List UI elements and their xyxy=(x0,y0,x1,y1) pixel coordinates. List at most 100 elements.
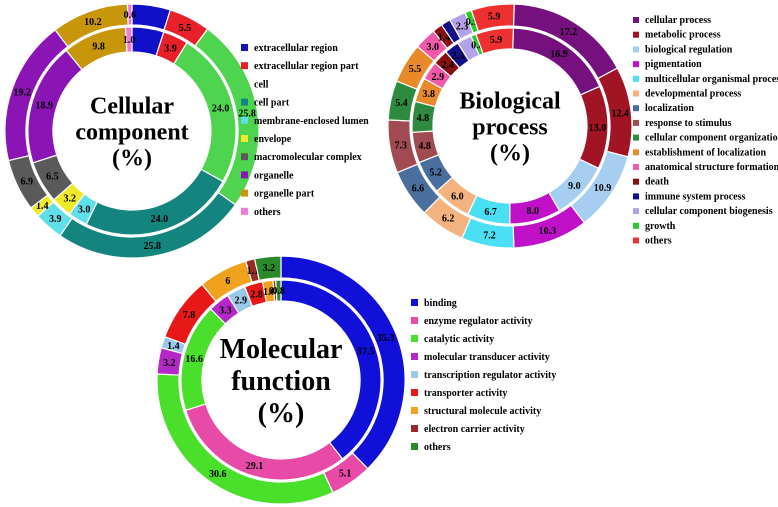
legend-label: membrane-enclosed lumen xyxy=(254,116,369,127)
legend-label: cellular component organization xyxy=(645,133,778,144)
outer-ring-label-6: 7.8 xyxy=(183,310,196,321)
chart-title-line-2: process xyxy=(472,114,548,140)
legend-item: extracellular region part xyxy=(241,61,359,72)
outer-ring-label-8: 19.2 xyxy=(14,87,32,98)
legend-label: binding xyxy=(424,298,457,309)
inner-ring-label-5: 3.0 xyxy=(78,204,91,215)
legend-item: immune system process xyxy=(633,191,745,202)
legend-item: growth xyxy=(633,221,676,232)
legend-label: pigmentation xyxy=(645,59,702,70)
legend-item: extracellular region xyxy=(241,43,338,54)
legend-label: growth xyxy=(645,221,676,232)
legend-item: electron carrier activity xyxy=(411,424,525,435)
outer-ring-label-4: 10.3 xyxy=(539,226,557,237)
outer-ring-label-1: 35.3 xyxy=(377,333,395,344)
legend: cellular process metabolic process biologi… xyxy=(633,15,778,247)
legend-item: pigmentation xyxy=(633,59,702,70)
outer-ring-slice-10 xyxy=(126,3,133,26)
inner-ring-label-7: 6.5 xyxy=(46,172,59,183)
inner-ring-label-15: 0.8 xyxy=(471,40,484,51)
legend-swatch xyxy=(241,80,248,88)
inner-ring-label-3: 9.0 xyxy=(568,181,581,192)
legend-item: establishment of localization xyxy=(633,147,767,158)
legend-swatch xyxy=(633,134,639,141)
inner-ring-label-8: 18.9 xyxy=(36,100,54,111)
chart-title-line-1: Molecular xyxy=(220,334,343,365)
inner-ring-label-10: 1.0 xyxy=(123,35,136,46)
legend-label: enzyme regulator activity xyxy=(424,316,533,327)
legend-swatch xyxy=(411,371,418,378)
legend-item: localization xyxy=(633,103,694,114)
inner-ring-label-6: 2.8 xyxy=(250,289,263,300)
inner-ring-label-13: 2.3 xyxy=(452,51,465,62)
outer-ring-label-6: 1.4 xyxy=(36,201,49,212)
inner-ring-slice-9 xyxy=(275,279,282,302)
chart-title-line-2: component xyxy=(75,119,188,145)
outer-ring-label-14: 2.3 xyxy=(456,21,469,32)
legend-label: biological regulation xyxy=(645,44,733,55)
outer-ring-label-2: 5.5 xyxy=(179,23,192,34)
legend-item: cellular component organization xyxy=(633,133,778,144)
legend-swatch xyxy=(411,353,418,360)
legend-item: catalytic activity xyxy=(411,334,494,345)
chart-2: 17.2 12.4 10.9 10.3 7.2 6.2 6.6 7.3 5.4 5.5 3.01.4… xyxy=(387,3,778,249)
legend-label: response to stimulus xyxy=(645,118,732,129)
legend-swatch xyxy=(633,149,639,156)
chart-title-line-1: Cellular xyxy=(90,93,174,119)
inner-ring-label-9: 4.8 xyxy=(417,113,430,124)
legend-label: molecular transducer activity xyxy=(424,352,550,363)
legend-label: envelope xyxy=(254,134,292,145)
chart-title-line-2: function xyxy=(231,366,331,397)
legend-item: enzyme regulator activity xyxy=(411,316,533,327)
legend-swatch xyxy=(633,178,639,185)
outer-ring-label-16: 5.9 xyxy=(488,12,501,23)
legend-label: cell xyxy=(254,79,269,90)
legend-swatch xyxy=(633,105,639,112)
legend-label: cellular process xyxy=(645,15,711,26)
outer-ring-label-9: 10.2 xyxy=(84,17,102,28)
legend-item: organelle xyxy=(241,170,294,181)
inner-ring-label-1: 37.5 xyxy=(357,346,375,357)
legend-item: organelle part xyxy=(241,189,315,200)
legend-swatch xyxy=(633,164,639,170)
legend-label: others xyxy=(424,442,451,453)
inner-ring-label-7: 5.2 xyxy=(429,168,442,179)
legend-swatch xyxy=(411,407,418,414)
legend-label: others xyxy=(254,207,281,218)
legend-item: others xyxy=(633,236,672,247)
chart-title-line-1: Biological xyxy=(459,88,561,114)
inner-ring-label-12: 2.4 xyxy=(441,60,454,71)
legend-swatch xyxy=(633,75,639,82)
legend: extracellular region extracellular region… xyxy=(241,43,369,218)
legend-swatch xyxy=(633,46,639,53)
outer-ring-label-1: 17.2 xyxy=(560,27,578,38)
legend-swatch xyxy=(633,61,639,68)
inner-ring-slice-10 xyxy=(124,26,133,53)
legend-label: developmental process xyxy=(645,89,741,100)
inner-ring-label-1: 16.9 xyxy=(550,49,568,60)
inner-ring-label-11: 2.9 xyxy=(432,72,445,83)
legend-swatch xyxy=(633,17,639,23)
inner-ring-label-4: 3.3 xyxy=(219,305,232,316)
inner-ring-slice-16 xyxy=(475,27,515,55)
outer-ring-label-12: 1.4 xyxy=(438,32,451,43)
legend-item: membrane-enclosed lumen xyxy=(241,116,369,127)
outer-ring-label-7: 6.6 xyxy=(412,183,425,194)
outer-ring-label-3: 25.8 xyxy=(238,108,256,119)
legend-swatch xyxy=(241,116,248,124)
legend-item: others xyxy=(411,442,451,453)
legend-label: extracellular region xyxy=(254,43,338,54)
outer-ring-slice-16 xyxy=(470,3,515,32)
chart-title-line-3: (%) xyxy=(258,398,305,429)
inner-ring-label-5: 2.9 xyxy=(235,296,248,307)
outer-ring-slice-9 xyxy=(253,255,282,282)
chart-1: 5.525.825.83.91.46.919.210.20.63.924.024… xyxy=(4,3,369,259)
outer-ring-label-9: 3.2 xyxy=(263,263,276,274)
legend-label: others xyxy=(645,236,672,247)
inner-ring-label-8: 0.4 xyxy=(269,286,282,297)
legend-item: binding xyxy=(411,298,457,309)
outer-ring-label-5: 3.9 xyxy=(49,214,62,225)
legend-label: cellular component biogenesis xyxy=(645,206,773,217)
